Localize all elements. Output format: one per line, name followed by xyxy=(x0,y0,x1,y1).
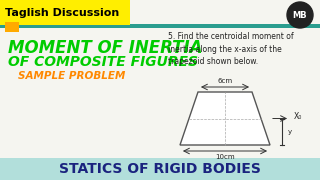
Text: SAMPLE PROBLEM: SAMPLE PROBLEM xyxy=(18,71,125,81)
Text: MOMENT OF INERTIA: MOMENT OF INERTIA xyxy=(8,39,203,57)
Text: MB: MB xyxy=(293,10,307,19)
Text: X₀: X₀ xyxy=(294,112,302,121)
Text: y: y xyxy=(288,129,292,135)
Polygon shape xyxy=(180,92,270,145)
FancyBboxPatch shape xyxy=(0,24,320,28)
Text: OF COMPOSITE FIGURES: OF COMPOSITE FIGURES xyxy=(8,55,198,69)
Text: 6cm: 6cm xyxy=(217,78,233,84)
Circle shape xyxy=(287,2,313,28)
FancyBboxPatch shape xyxy=(0,158,320,180)
Text: Taglish Discussion: Taglish Discussion xyxy=(5,8,119,18)
Text: 10cm: 10cm xyxy=(215,154,235,160)
FancyBboxPatch shape xyxy=(5,22,19,32)
Text: 5. Find the centroidal moment of
inertia along the x-axis of the
trapezoid shown: 5. Find the centroidal moment of inertia… xyxy=(168,32,294,66)
FancyBboxPatch shape xyxy=(0,0,130,25)
Text: STATICS OF RIGID BODIES: STATICS OF RIGID BODIES xyxy=(59,162,261,176)
